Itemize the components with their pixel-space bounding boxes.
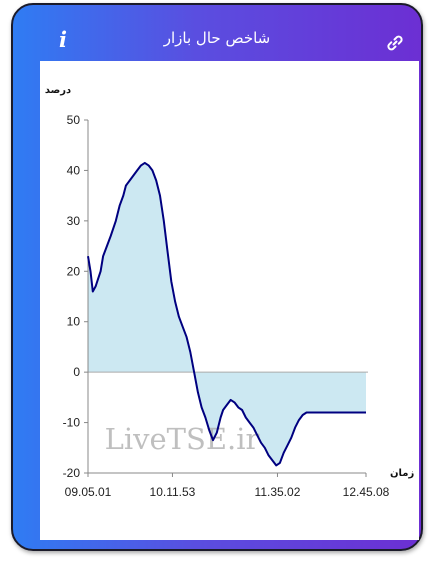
y-axis-title: درصد bbox=[45, 85, 71, 96]
y-tick-label: 40 bbox=[67, 163, 81, 177]
link-icon[interactable] bbox=[385, 33, 405, 53]
x-tick-label: 10.11.53 bbox=[150, 485, 196, 499]
x-tick-label: 09.05.01 bbox=[65, 485, 112, 499]
watermark-text: LiveTSE.ir bbox=[105, 422, 260, 456]
market-index-chart: -20 -10 0 10 20 30 40 50 09.05.01 10.11.53 11.35.0… bbox=[45, 85, 415, 499]
y-tick-label: 10 bbox=[67, 315, 81, 329]
x-tick-label: 11.35.02 bbox=[255, 485, 301, 499]
y-tick-label: 30 bbox=[67, 214, 81, 228]
card-title: شاخص حال بازار bbox=[163, 29, 271, 47]
x-axis-title: زمان bbox=[390, 468, 414, 479]
chart-panel: -20 -10 0 10 20 30 40 50 09.05.01 10.11.53 11.35.0… bbox=[40, 61, 419, 540]
series-line bbox=[87, 161, 366, 467]
market-status-card: شاخص حال بازار i -20 -10 0 10 20 30 40 50 09.05.… bbox=[11, 3, 423, 551]
area-fill bbox=[88, 162, 366, 466]
y-tick-label: -10 bbox=[63, 416, 81, 430]
y-tick-label: 20 bbox=[67, 264, 81, 278]
y-tick-label: 0 bbox=[73, 365, 80, 379]
y-tick-label: -20 bbox=[63, 466, 81, 480]
y-tick-label: 50 bbox=[67, 113, 81, 127]
x-tick-label: 12.45.08 bbox=[343, 485, 390, 499]
info-icon[interactable]: i bbox=[59, 27, 67, 52]
